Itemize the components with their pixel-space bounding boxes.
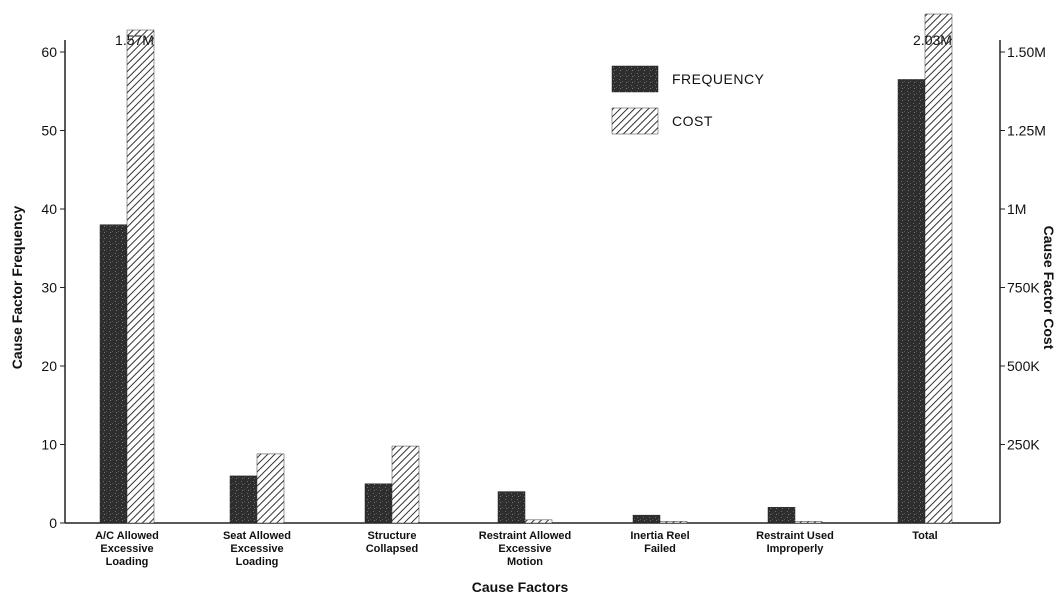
- y-axis-left-title: Cause Factor Frequency: [9, 206, 25, 370]
- legend-label-cost: COST: [672, 113, 713, 129]
- frequency-bar: [364, 483, 393, 524]
- y-left-tick-label: 0: [49, 515, 57, 531]
- category-label: Seat Allowed Excessive Loading: [223, 530, 291, 568]
- y-left-tick-label: 30: [41, 280, 57, 296]
- y-right-tick-label: 1.50M: [1007, 44, 1046, 60]
- legend-swatch-frequency: [611, 65, 659, 93]
- y-left-tick-label: 40: [41, 201, 57, 217]
- cost-bar: [924, 13, 953, 524]
- category-label: Inertia Reel Failed: [630, 530, 689, 555]
- value-annotation: 2.03M: [913, 32, 952, 48]
- frequency-bar: [497, 491, 526, 524]
- cost-bar: [391, 445, 420, 524]
- y-left-tick-label: 60: [41, 44, 57, 60]
- frequency-bar: [229, 475, 258, 524]
- category-label: Restraint Allowed Excessive Motion: [479, 530, 572, 568]
- category-label: A/C Allowed Excessive Loading: [95, 530, 159, 568]
- category-label: Restraint Used Improperly: [756, 530, 834, 555]
- cost-bar: [524, 519, 553, 524]
- category-label: Total: [912, 530, 937, 542]
- y-right-tick-label: 500K: [1007, 358, 1040, 374]
- y-right-tick-label: 1M: [1007, 201, 1026, 217]
- cost-bar: [794, 521, 823, 524]
- x-axis-title: Cause Factors: [472, 579, 569, 595]
- frequency-bar: [767, 507, 796, 524]
- legend-label-frequency: FREQUENCY: [672, 71, 765, 87]
- frequency-bar: [897, 79, 926, 524]
- value-annotation: 1.57M: [115, 32, 154, 48]
- y-right-tick-label: 250K: [1007, 437, 1040, 453]
- y-axis-right-title: Cause Factor Cost: [1041, 226, 1057, 350]
- y-left-tick-label: 50: [41, 123, 57, 139]
- frequency-bar: [99, 224, 128, 524]
- y-left-tick-label: 20: [41, 358, 57, 374]
- category-label: Structure Collapsed: [366, 530, 419, 555]
- frequency-bar: [632, 514, 661, 524]
- cost-bar: [126, 29, 155, 524]
- y-right-tick-label: 750K: [1007, 280, 1040, 296]
- cost-bar: [659, 521, 688, 524]
- y-left-tick-label: 10: [41, 437, 57, 453]
- y-right-tick-label: 1.25M: [1007, 123, 1046, 139]
- cost-bar: [256, 453, 285, 524]
- legend-swatch-cost: [611, 107, 659, 135]
